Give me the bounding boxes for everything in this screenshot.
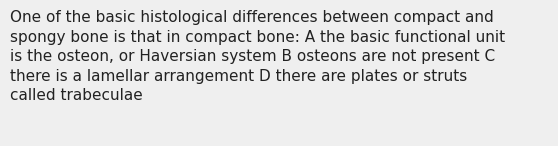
Text: One of the basic histological differences between compact and
spongy bone is tha: One of the basic histological difference… xyxy=(10,10,505,104)
